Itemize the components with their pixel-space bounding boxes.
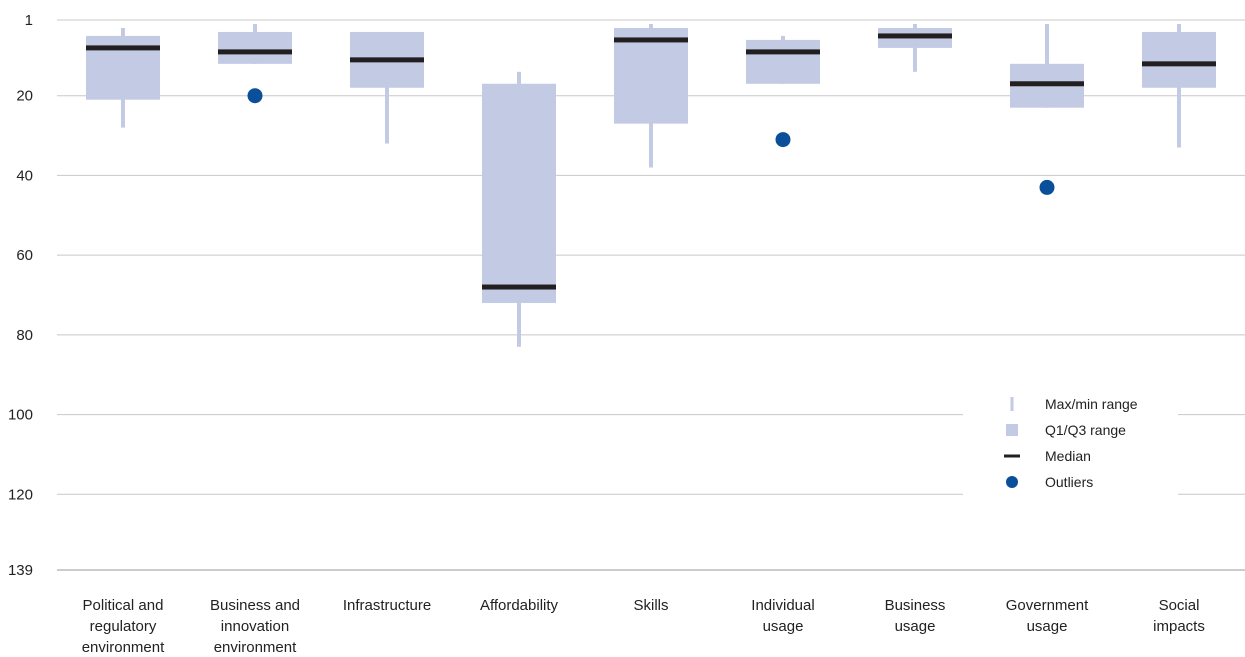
legend-background xyxy=(963,393,1178,497)
legend-label: Max/min range xyxy=(1045,396,1138,412)
category-label: Business usage xyxy=(885,597,946,635)
median-line xyxy=(86,45,160,51)
box-group xyxy=(1142,23,1216,148)
category-label: Political and regulatory environment xyxy=(82,597,165,656)
y-tick-label: 40 xyxy=(16,167,33,184)
iqr-box xyxy=(614,27,688,124)
legend-label: Outliers xyxy=(1045,474,1093,490)
y-tick-label: 60 xyxy=(16,247,33,264)
category-label: Affordability xyxy=(480,597,559,614)
y-tick-label: 20 xyxy=(16,88,33,105)
median-line xyxy=(614,37,688,43)
legend-range-swatch xyxy=(1010,397,1014,411)
box-group xyxy=(878,23,952,72)
box-group xyxy=(86,27,160,128)
category-label: Business and innovation environment xyxy=(210,597,300,656)
box-group xyxy=(350,31,424,144)
median-line xyxy=(350,57,424,63)
iqr-box xyxy=(482,83,556,303)
median-line xyxy=(1142,61,1216,67)
iqr-box xyxy=(218,31,292,64)
iqr-box xyxy=(1142,31,1216,88)
outlier-point xyxy=(1039,179,1055,195)
median-line xyxy=(218,49,292,55)
y-tick-label: 1 xyxy=(25,12,33,29)
median-line xyxy=(878,33,952,39)
category-label: Infrastructure xyxy=(343,597,431,614)
box-group xyxy=(1010,23,1084,195)
legend-outlier-swatch xyxy=(1006,476,1018,488)
legend-label: Median xyxy=(1045,448,1091,464)
category-label: Skills xyxy=(633,597,668,614)
y-tick-label: 139 xyxy=(8,562,33,579)
median-line xyxy=(482,284,556,290)
box-group xyxy=(218,23,292,104)
legend-median-swatch xyxy=(1004,454,1020,458)
legend-label: Q1/Q3 range xyxy=(1045,422,1126,438)
median-line xyxy=(746,49,820,55)
category-label: Social impacts xyxy=(1153,597,1205,635)
iqr-box xyxy=(746,39,820,84)
y-tick-label: 120 xyxy=(8,486,33,503)
x-axis-labels: Political and regulatory environment Busine… xyxy=(82,597,1205,656)
outlier-point xyxy=(775,132,791,148)
box-group xyxy=(614,23,688,168)
legend-box-swatch xyxy=(1006,424,1018,436)
plot-area xyxy=(86,23,1216,347)
category-label: Government usage xyxy=(1006,597,1089,635)
box-group xyxy=(482,71,556,347)
box-group xyxy=(746,35,820,148)
y-tick-label: 100 xyxy=(8,407,33,424)
median-line xyxy=(1010,81,1084,87)
legend: Max/min range Q1/Q3 range Median Outliers xyxy=(963,393,1178,497)
outlier-point xyxy=(247,88,263,104)
category-label: Individual usage xyxy=(751,597,814,635)
y-tick-label: 80 xyxy=(16,327,33,344)
